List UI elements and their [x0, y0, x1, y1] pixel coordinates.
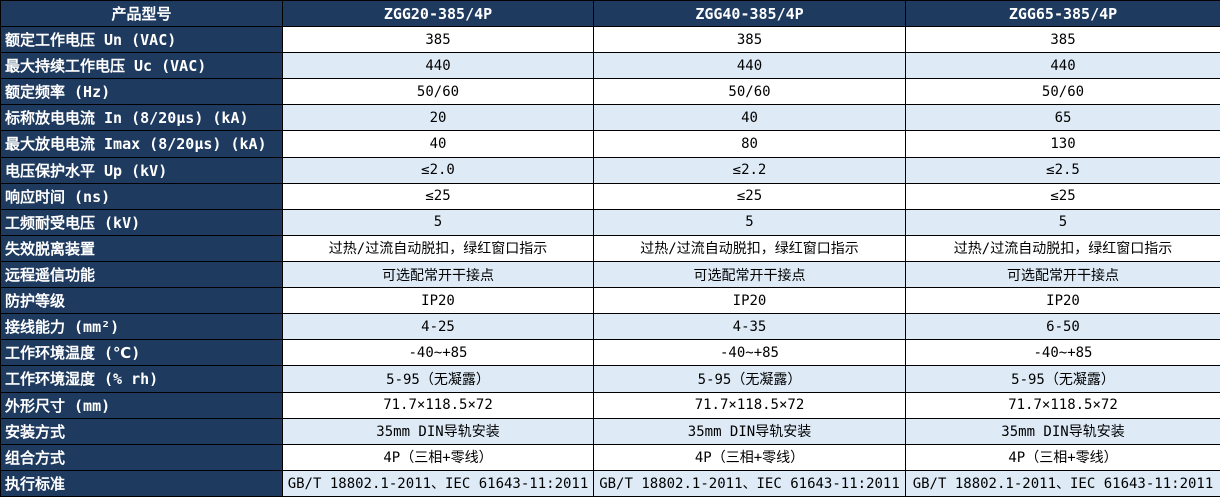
cell-value: 6-50	[905, 313, 1220, 341]
table-row: 工作环境温度 (℃) -40~+85 -40~+85 -40~+85	[0, 339, 1220, 367]
table-row: 失效脱离装置 过热/过流自动脱扣，绿红窗口指示 过热/过流自动脱扣，绿红窗口指示…	[0, 234, 1220, 262]
table-row: 标称放电电流 In (8/20μs) (kA) 20 40 65	[0, 104, 1220, 132]
cell-value: 5	[905, 208, 1220, 236]
row-label: 最大放电电流 Imax (8/20μs) (kA)	[0, 130, 283, 158]
table-row: 组合方式 4P（三相+零线） 4P（三相+零线） 4P（三相+零线）	[0, 443, 1220, 471]
cell-value: 5	[282, 208, 594, 236]
cell-value: 可选配常开干接点	[593, 260, 906, 289]
cell-value: -40~+85	[282, 339, 594, 367]
table-row: 额定频率 (Hz) 50/60 50/60 50/60	[0, 78, 1220, 106]
header-column-zgg20: ZGG20-385/4P	[282, 0, 594, 27]
row-label: 工频耐受电压 (kV)	[0, 208, 283, 236]
row-label: 远程遥信功能	[0, 260, 283, 289]
row-label: 安装方式	[0, 417, 283, 445]
cell-value: 可选配常开干接点	[282, 260, 594, 289]
row-label: 额定频率 (Hz)	[0, 78, 283, 106]
table-row: 接线能力 (mm²) 4-25 4-35 6-50	[0, 313, 1220, 341]
cell-value: 35mm DIN导轨安装	[905, 417, 1220, 445]
cell-value: 50/60	[905, 78, 1220, 106]
cell-value: 440	[593, 52, 906, 80]
cell-value: 40	[282, 130, 594, 158]
cell-value: 4-25	[282, 313, 594, 341]
cell-value: 4P（三相+零线）	[282, 443, 594, 471]
cell-value: 440	[282, 52, 594, 80]
row-label: 失效脱离装置	[0, 234, 283, 262]
cell-value: 4P（三相+零线）	[905, 443, 1220, 471]
cell-value: IP20	[282, 287, 594, 315]
cell-value: -40~+85	[905, 339, 1220, 367]
cell-value: 50/60	[593, 78, 906, 106]
cell-value: 35mm DIN导轨安装	[282, 417, 594, 445]
table-row: 工频耐受电压 (kV) 5 5 5	[0, 208, 1220, 236]
header-column-zgg65: ZGG65-385/4P	[905, 0, 1220, 27]
cell-value: 4-35	[593, 313, 906, 341]
cell-value: 71.7×118.5×72	[905, 391, 1220, 419]
table-row: 远程遥信功能 可选配常开干接点 可选配常开干接点 可选配常开干接点	[0, 260, 1220, 289]
row-label: 标称放电电流 In (8/20μs) (kA)	[0, 104, 283, 132]
cell-value: GB/T 18802.1-2011、IEC 61643-11:2011	[905, 469, 1220, 497]
table-row: 额定工作电压 Un (VAC) 385 385 385	[0, 25, 1220, 54]
header-row: 产品型号 ZGG20-385/4P ZGG40-385/4P ZGG65-385…	[0, 0, 1220, 27]
table-row: 安装方式 35mm DIN导轨安装 35mm DIN导轨安装 35mm DIN导…	[0, 417, 1220, 445]
row-label: 执行标准	[0, 469, 283, 497]
table-row: 工作环境湿度 (% rh) 5-95（无凝露） 5-95（无凝露） 5-95（无…	[0, 365, 1220, 393]
cell-value: ≤25	[905, 182, 1220, 210]
cell-value: 4P（三相+零线）	[593, 443, 906, 471]
table-row: 电压保护水平 Up (kV) ≤2.0 ≤2.2 ≤2.5	[0, 156, 1220, 184]
header-column-zgg40: ZGG40-385/4P	[593, 0, 906, 27]
row-label: 接线能力 (mm²)	[0, 313, 283, 341]
cell-value: -40~+85	[593, 339, 906, 367]
cell-value: 35mm DIN导轨安装	[593, 417, 906, 445]
cell-value: 5	[593, 208, 906, 236]
cell-value: 5-95（无凝露）	[282, 365, 594, 393]
row-label: 额定工作电压 Un (VAC)	[0, 25, 283, 54]
cell-value: 过热/过流自动脱扣，绿红窗口指示	[905, 234, 1220, 262]
cell-value: 65	[905, 104, 1220, 132]
cell-value: 可选配常开干接点	[905, 260, 1220, 289]
table-row: 最大放电电流 Imax (8/20μs) (kA) 40 80 130	[0, 130, 1220, 158]
header-product-model: 产品型号	[0, 0, 283, 27]
table-row: 外形尺寸 (mm) 71.7×118.5×72 71.7×118.5×72 71…	[0, 391, 1220, 419]
cell-value: 130	[905, 130, 1220, 158]
cell-value: ≤2.0	[282, 156, 594, 184]
table-row: 执行标准 GB/T 18802.1-2011、IEC 61643-11:2011…	[0, 469, 1220, 497]
cell-value: GB/T 18802.1-2011、IEC 61643-11:2011	[282, 469, 594, 497]
cell-value: GB/T 18802.1-2011、IEC 61643-11:2011	[593, 469, 906, 497]
cell-value: 71.7×118.5×72	[282, 391, 594, 419]
table-row: 最大持续工作电压 Uc (VAC) 440 440 440	[0, 52, 1220, 80]
row-label: 电压保护水平 Up (kV)	[0, 156, 283, 184]
row-label: 外形尺寸 (mm)	[0, 391, 283, 419]
cell-value: ≤2.5	[905, 156, 1220, 184]
cell-value: IP20	[905, 287, 1220, 315]
cell-value: 80	[593, 130, 906, 158]
cell-value: IP20	[593, 287, 906, 315]
row-label: 响应时间 (ns)	[0, 182, 283, 210]
cell-value: 71.7×118.5×72	[593, 391, 906, 419]
table-row: 防护等级 IP20 IP20 IP20	[0, 287, 1220, 315]
cell-value: 过热/过流自动脱扣，绿红窗口指示	[282, 234, 594, 262]
cell-value: 20	[282, 104, 594, 132]
cell-value: 过热/过流自动脱扣，绿红窗口指示	[593, 234, 906, 262]
row-label: 防护等级	[0, 287, 283, 315]
cell-value: ≤25	[282, 182, 594, 210]
cell-value: 5-95（无凝露）	[593, 365, 906, 393]
table-row: 响应时间 (ns) ≤25 ≤25 ≤25	[0, 182, 1220, 210]
cell-value: 40	[593, 104, 906, 132]
cell-value: 385	[282, 25, 594, 54]
cell-value: 385	[593, 25, 906, 54]
cell-value: ≤2.2	[593, 156, 906, 184]
row-label: 组合方式	[0, 443, 283, 471]
row-label: 最大持续工作电压 Uc (VAC)	[0, 52, 283, 80]
cell-value: 385	[905, 25, 1220, 54]
cell-value: 5-95（无凝露）	[905, 365, 1220, 393]
cell-value: ≤25	[593, 182, 906, 210]
row-label: 工作环境温度 (℃)	[0, 339, 283, 367]
cell-value: 440	[905, 52, 1220, 80]
cell-value: 50/60	[282, 78, 594, 106]
row-label: 工作环境湿度 (% rh)	[0, 365, 283, 393]
